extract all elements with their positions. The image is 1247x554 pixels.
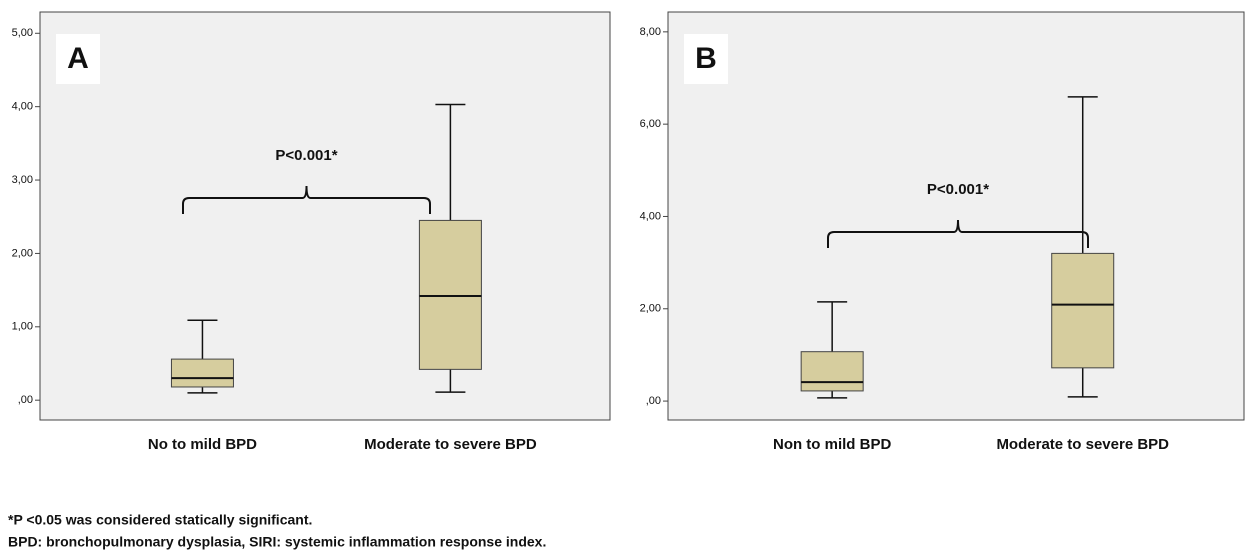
y-tick-label: 6,00 [640, 118, 661, 130]
panel-label-bg [684, 34, 728, 84]
y-tick-label: 2,00 [640, 303, 661, 315]
footnote: BPD: bronchopulmonary dysplasia, SIRI: s… [8, 534, 546, 550]
x-tick-label: No to mild BPD [148, 436, 257, 453]
panel-label: B [695, 42, 717, 75]
box [800, 351, 864, 392]
y-tick-label: ,00 [646, 395, 661, 407]
y-tick-label: 4,00 [640, 210, 661, 222]
y-tick-label: 5,00 [12, 27, 33, 39]
x-tick-label: Moderate to severe BPD [996, 436, 1169, 453]
box-group [800, 301, 864, 399]
annotation: P<0.001* [275, 147, 337, 164]
plot-area [667, 11, 1245, 421]
box [170, 358, 234, 388]
y-tick-label: 2,00 [12, 247, 33, 259]
plot-area [39, 11, 611, 421]
y-tick-label: ,00 [18, 394, 33, 406]
y-tick-label: 1,00 [12, 321, 33, 333]
y-tick-label: 8,00 [640, 26, 661, 38]
box [1051, 252, 1115, 369]
y-tick-label: 4,00 [12, 101, 33, 113]
footnote: *P <0.05 was considered statically signi… [8, 512, 312, 528]
box [418, 219, 482, 370]
y-tick-label: 3,00 [12, 174, 33, 186]
significance-bracket [827, 219, 1089, 248]
box-group [1051, 96, 1115, 398]
box-group [170, 319, 234, 394]
x-tick-label: Moderate to severe BPD [364, 436, 537, 453]
panel-label: A [67, 42, 89, 75]
annotation: P<0.001* [927, 181, 989, 198]
panel-label-bg [56, 34, 100, 84]
box-group [418, 103, 482, 393]
significance-bracket [182, 185, 431, 214]
x-tick-label: Non to mild BPD [773, 436, 891, 453]
